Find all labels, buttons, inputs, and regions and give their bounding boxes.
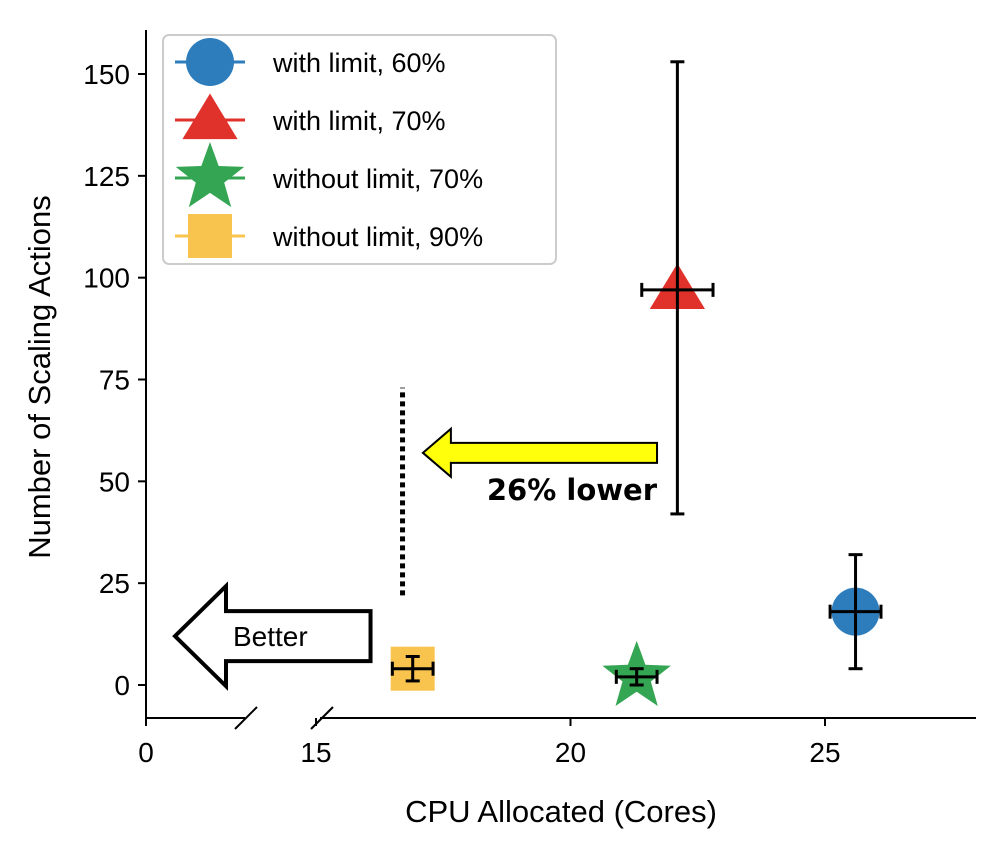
legend-marker-square [188, 214, 232, 258]
x-tick-label: 20 [555, 737, 586, 768]
x-tick-label: 25 [809, 737, 840, 768]
legend-label: without limit, 90% [272, 222, 483, 252]
x-axis-label: CPU Allocated (Cores) [405, 794, 717, 829]
better-label: Better [233, 621, 308, 652]
x-tick-label: 15 [300, 737, 331, 768]
y-tick-label: 75 [99, 365, 130, 396]
y-tick-label: 125 [83, 161, 130, 192]
y-tick-label: 0 [114, 670, 130, 701]
better-arrow [172, 581, 373, 691]
y-tick-label: 150 [83, 59, 130, 90]
legend-label: with limit, 70% [272, 106, 446, 136]
annotations: 26% lower Better [172, 387, 659, 691]
legend-marker-triangle [182, 93, 238, 140]
annotation-text: 26% lower [487, 473, 658, 507]
legend: with limit, 60% with limit, 70% without li… [162, 34, 557, 265]
error-bars [390, 60, 883, 687]
y-axis-label: Number of Scaling Actions [22, 195, 57, 559]
legend-marker-star [175, 142, 245, 208]
y-tick-label: 25 [99, 568, 130, 599]
legend-marker-circle [186, 38, 234, 86]
axis-break-mark [234, 706, 258, 730]
legend-label: with limit, 60% [272, 48, 446, 78]
yellow-arrow [421, 426, 659, 479]
x-tick-label: 0 [138, 737, 154, 768]
legend-box [162, 34, 557, 265]
y-tick-label: 100 [83, 263, 130, 294]
legend-label: without limit, 70% [272, 164, 483, 194]
y-tick-label: 50 [99, 466, 130, 497]
axes: 0 25 50 75 100 125 150 0 15 20 25 [83, 30, 976, 768]
axis-break-mark [310, 706, 334, 730]
